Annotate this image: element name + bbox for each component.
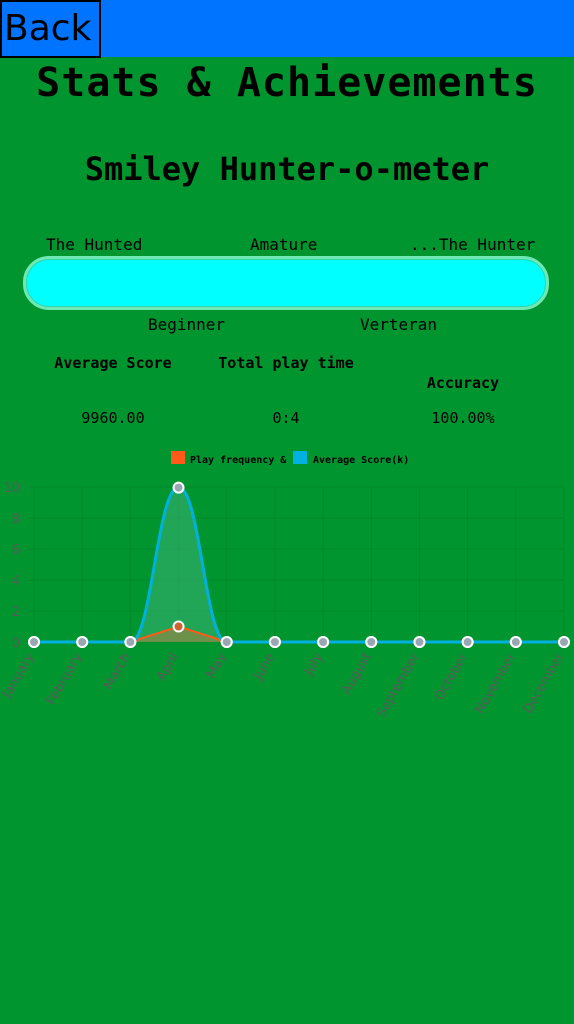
monthly-stats-chart: 0 2 4 6 8 10 January February March April May June J…: [0, 451, 570, 720]
legend-label-frequency: Play frequency &: [190, 455, 287, 466]
legend-swatch-score: [293, 451, 307, 464]
accuracy-label: Accuracy: [426, 374, 500, 392]
frequency-area: [34, 626, 564, 642]
x-tick-label: December: [521, 650, 568, 716]
meter-label-verteran: Verteran: [360, 315, 438, 334]
score-point: [76, 636, 89, 648]
average-score-label: Average Score: [54, 354, 172, 372]
score-point: [365, 636, 378, 648]
legend-label-score: Average Score(k): [313, 455, 409, 466]
x-tick-label: November: [472, 650, 519, 717]
y-tick-label: 2: [12, 605, 20, 620]
score-point: [461, 636, 474, 648]
frequency-line: [34, 625, 564, 643]
score-point: [317, 636, 330, 648]
score-line: [34, 486, 564, 644]
y-tick-label: 8: [12, 512, 20, 527]
total-play-time-label: Total play time: [218, 354, 354, 372]
x-tick-label: May: [204, 650, 231, 681]
average-score-value: 9960.00: [81, 409, 145, 427]
score-point: [124, 636, 137, 648]
y-tick-label: 6: [12, 543, 20, 558]
page-title: Stats & Achievements: [36, 60, 538, 106]
score-point: [220, 636, 233, 648]
x-tick-label: September: [374, 650, 423, 720]
x-tick-label: July: [301, 650, 326, 679]
frequency-point: [172, 620, 185, 633]
total-play-time-value: 0:4: [272, 409, 300, 427]
score-point: [558, 636, 570, 648]
meter-label-beginner: Beginner: [148, 315, 226, 334]
x-tick-label: August: [339, 651, 375, 698]
x-tick-label: April: [154, 651, 182, 684]
score-point: [28, 636, 40, 648]
score-point: [509, 636, 522, 648]
back-button[interactable]: Back: [0, 0, 101, 58]
top-bar: Back: [0, 0, 574, 58]
x-tick-label: October: [432, 650, 471, 703]
accuracy-value: 100.00%: [431, 409, 495, 427]
meter-label-hunter: ...The Hunter: [410, 235, 536, 254]
y-tick-label: 4: [12, 574, 20, 589]
score-point: [268, 636, 281, 648]
legend-swatch-frequency: [171, 451, 185, 464]
x-tick-label: February: [44, 650, 86, 708]
meter-title: Smiley Hunter-o-meter: [84, 150, 490, 188]
x-tick-label: June: [251, 651, 279, 684]
meter-label-amature: Amature: [250, 235, 318, 254]
y-tick-label: 0: [12, 636, 20, 651]
score-point: [413, 636, 426, 648]
score-area: [34, 487, 564, 642]
meter-label-hunted: The Hunted: [46, 235, 143, 254]
x-tick-label: January: [0, 650, 38, 701]
hunter-meter-bar: [23, 256, 549, 310]
x-tick-label: March: [101, 651, 134, 693]
y-tick-label: 10: [3, 481, 20, 496]
score-point: [172, 481, 185, 494]
